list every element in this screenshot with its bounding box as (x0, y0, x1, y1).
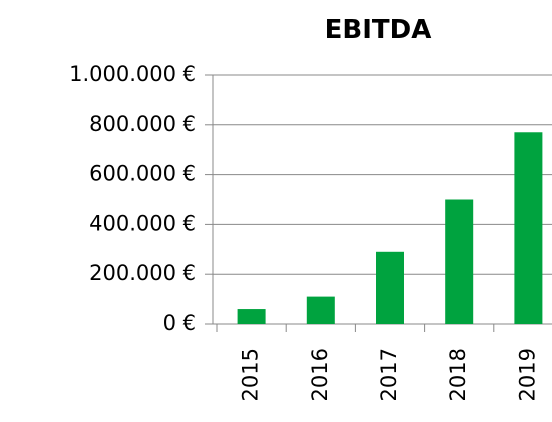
bar (445, 199, 474, 324)
x-tick-label: 2016 (308, 348, 332, 401)
y-tick-label: 0 € (163, 311, 196, 335)
x-tick-label: 2015 (239, 348, 263, 401)
y-tick-label: 200.000 € (89, 261, 196, 285)
y-tick-label: 400.000 € (89, 211, 196, 235)
y-tick-label: 800.000 € (89, 112, 196, 136)
x-tick-label: 2017 (377, 348, 401, 401)
bar (376, 251, 404, 324)
chart-title: EBITDA (325, 15, 432, 45)
bar (514, 132, 543, 324)
y-tick-label: 1.000.000 € (69, 62, 196, 86)
bar (237, 309, 266, 324)
x-tick-label: 2018 (446, 348, 470, 401)
bar (306, 296, 335, 324)
y-tick-label: 600.000 € (89, 162, 196, 186)
x-tick-label: 2019 (515, 348, 539, 401)
